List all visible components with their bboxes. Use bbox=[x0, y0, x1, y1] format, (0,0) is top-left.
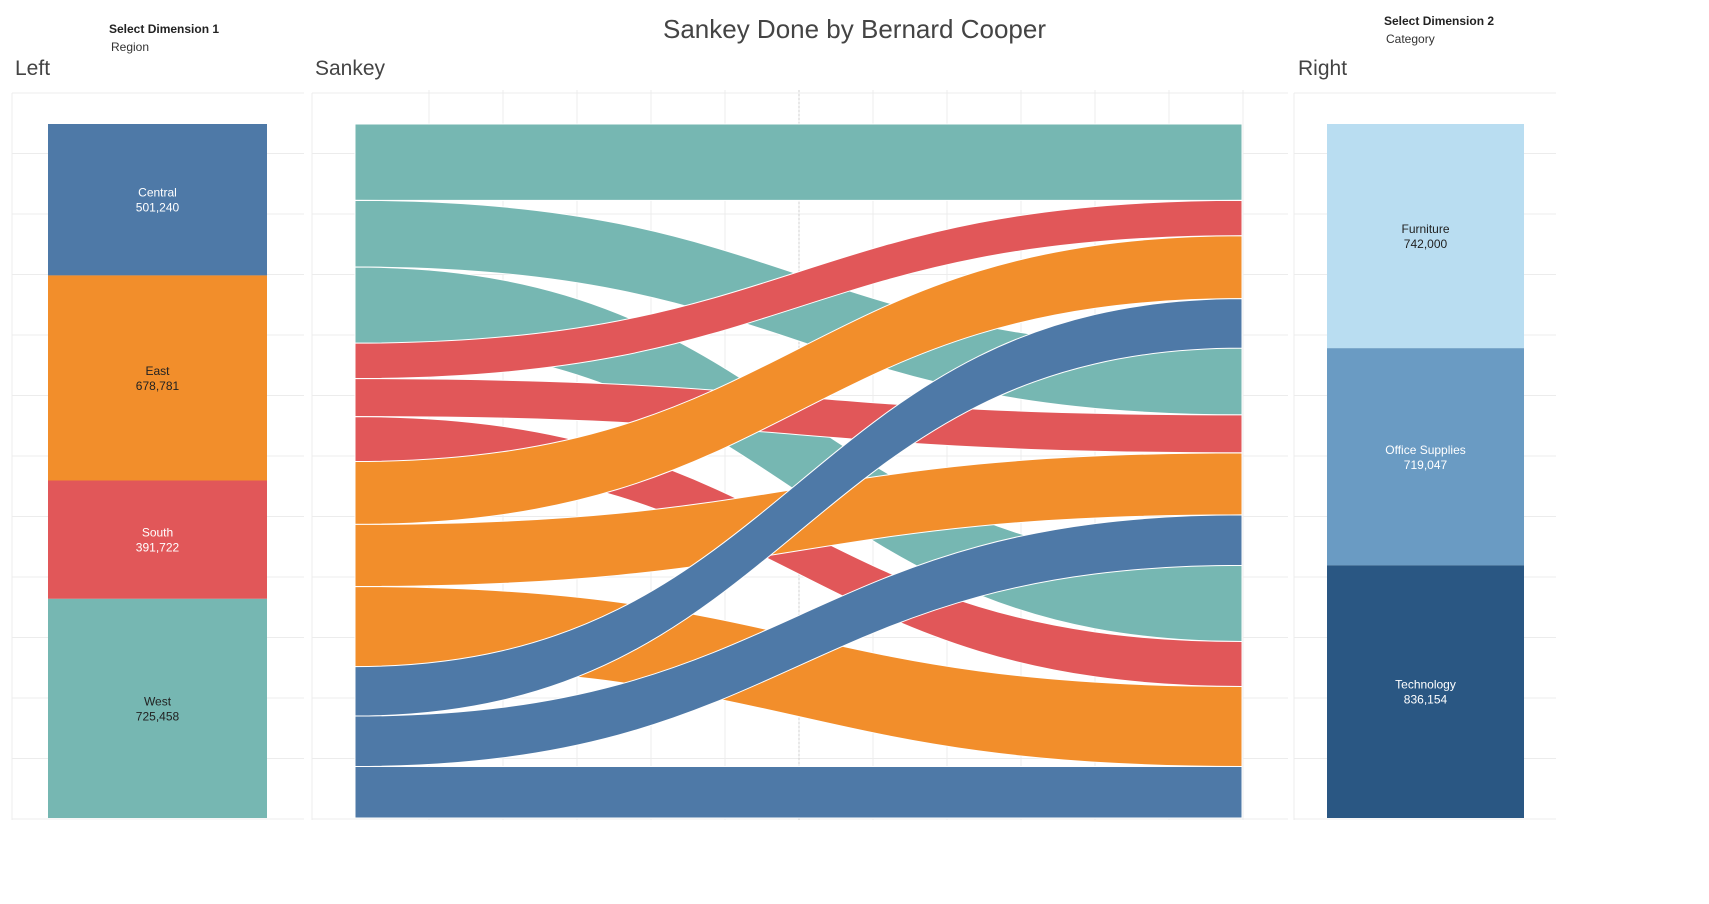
dimension-2-value[interactable]: Category bbox=[1386, 32, 1435, 46]
bar-furniture[interactable] bbox=[1327, 124, 1524, 349]
flow-west-to-furniture[interactable] bbox=[354, 123, 1243, 201]
flow-central-to-furniture[interactable] bbox=[354, 298, 1243, 717]
bar-value-west: 725,458 bbox=[136, 709, 180, 723]
bar-value-east: 678,781 bbox=[136, 379, 180, 393]
left-section-title: Left bbox=[15, 57, 51, 80]
sankey-flows bbox=[354, 123, 1243, 819]
bar-east[interactable] bbox=[48, 275, 267, 481]
dimension-2-selector[interactable]: Select Dimension 2 Category bbox=[1384, 12, 1494, 48]
bar-technology[interactable] bbox=[1327, 565, 1524, 818]
bar-label-south: South bbox=[142, 526, 173, 540]
bar-label-technology: Technology bbox=[1395, 678, 1456, 692]
dashboard-title: Sankey Done by Bernard Cooper bbox=[662, 14, 1046, 44]
bar-value-furniture: 742,000 bbox=[1404, 237, 1448, 251]
bar-west[interactable] bbox=[48, 598, 267, 818]
bar-value-technology: 836,154 bbox=[1404, 693, 1448, 707]
dimension-1-label: Select Dimension 1 bbox=[109, 22, 220, 36]
bar-label-furniture: Furniture bbox=[1401, 222, 1449, 236]
bar-label-east: East bbox=[145, 364, 170, 378]
dimension-1-value[interactable]: Region bbox=[111, 40, 150, 54]
flow-central-to-office-supplies[interactable] bbox=[354, 514, 1243, 768]
bar-value-office-supplies: 719,047 bbox=[1404, 458, 1448, 472]
right-section-title: Right bbox=[1298, 57, 1348, 80]
bar-office-supplies[interactable] bbox=[1327, 348, 1524, 566]
bar-value-central: 501,240 bbox=[136, 201, 180, 215]
dimension-2-label: Select Dimension 2 bbox=[1384, 14, 1495, 28]
bar-south[interactable] bbox=[48, 480, 267, 599]
bar-label-central: Central bbox=[138, 186, 177, 200]
sankey-section-title: Sankey bbox=[315, 57, 386, 80]
dimension-1-selector[interactable]: Select Dimension 1 Region bbox=[109, 20, 219, 56]
bar-label-west: West bbox=[144, 694, 172, 708]
bar-label-office-supplies: Office Supplies bbox=[1385, 443, 1466, 457]
bar-central[interactable] bbox=[48, 124, 267, 276]
bar-value-south: 391,722 bbox=[136, 541, 180, 555]
flow-central-to-technology[interactable] bbox=[354, 766, 1243, 819]
